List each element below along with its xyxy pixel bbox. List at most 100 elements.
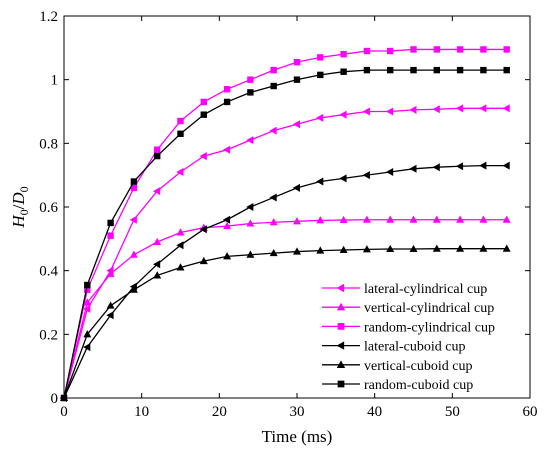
x-tick-label: 50 xyxy=(445,404,460,420)
y-axis: 0 0.2 0.4 0.6 0.8 1 1.2 xyxy=(39,9,530,407)
data-point xyxy=(456,244,465,252)
data-point xyxy=(153,187,161,196)
data-point xyxy=(410,46,417,53)
data-point xyxy=(456,215,465,223)
x-tick-label: 0 xyxy=(60,404,68,420)
data-point xyxy=(130,178,138,185)
data-point xyxy=(455,104,464,113)
data-point xyxy=(480,66,487,74)
data-point xyxy=(455,162,464,171)
y-tick-label: 1.2 xyxy=(39,9,58,25)
series-line xyxy=(63,48,507,399)
legend-marker xyxy=(336,302,346,311)
data-point xyxy=(106,311,114,320)
data-point xyxy=(199,225,207,234)
data-point xyxy=(432,105,440,114)
data-point xyxy=(83,343,91,352)
data-point xyxy=(270,66,277,74)
data-point xyxy=(200,111,207,118)
data-point xyxy=(340,51,347,58)
legend-marker xyxy=(336,283,345,293)
data-point xyxy=(316,113,324,122)
series-line xyxy=(63,164,507,399)
data-point xyxy=(317,54,324,61)
y-axis-title-sep: / xyxy=(9,204,28,209)
series-line xyxy=(63,248,507,399)
data-point xyxy=(339,174,347,183)
legend-item: lateral-cuboid cup xyxy=(322,340,465,355)
data-point xyxy=(409,244,418,253)
data-point xyxy=(177,117,184,125)
data-point xyxy=(269,126,277,135)
data-point xyxy=(339,245,348,253)
series-line xyxy=(63,219,507,399)
series-lateral-cylindrical-cup xyxy=(59,104,510,402)
x-axis-title: Time (ms) xyxy=(262,427,333,446)
data-point xyxy=(223,221,232,230)
x-tick-label: 10 xyxy=(134,404,149,420)
data-point xyxy=(176,167,184,176)
data-point xyxy=(362,245,371,253)
data-point xyxy=(479,215,488,223)
data-point xyxy=(386,107,394,116)
data-point xyxy=(409,105,417,114)
legend-item: vertical-cuboid cup xyxy=(322,359,472,374)
legend-label: lateral-cylindrical cup xyxy=(364,282,487,297)
data-point xyxy=(386,215,395,223)
x-tick-label: 60 xyxy=(523,404,538,420)
legend-item: random-cuboid cup xyxy=(322,378,473,393)
data-point xyxy=(269,248,278,257)
data-point xyxy=(317,71,324,79)
data-point xyxy=(410,66,417,74)
data-point xyxy=(223,252,232,260)
data-point xyxy=(362,171,370,180)
y-tick-label: 0.6 xyxy=(39,200,58,216)
data-point xyxy=(153,260,161,269)
data-point xyxy=(292,183,300,192)
data-point xyxy=(386,167,394,176)
y-axis-title-d: D xyxy=(9,192,28,206)
legend-marker xyxy=(336,341,345,350)
data-point xyxy=(223,86,231,93)
data-point xyxy=(479,161,487,170)
x-axis: 0 10 20 30 40 50 60 xyxy=(60,16,538,420)
data-point xyxy=(246,203,254,211)
legend-label: vertical-cuboid cup xyxy=(364,359,472,374)
data-point xyxy=(479,104,487,113)
data-point xyxy=(129,250,138,258)
x-tick-label: 20 xyxy=(212,404,227,420)
data-point xyxy=(153,271,162,279)
data-point xyxy=(362,107,370,116)
data-point xyxy=(316,216,325,224)
data-point xyxy=(60,394,68,402)
data-point xyxy=(269,218,278,226)
data-point xyxy=(386,244,395,253)
data-point xyxy=(84,286,91,293)
data-point xyxy=(316,246,325,254)
data-point xyxy=(83,330,92,338)
data-point xyxy=(270,82,277,90)
series-layer xyxy=(59,46,511,402)
data-point xyxy=(480,46,487,53)
data-point xyxy=(247,89,254,96)
y-tick-label: 0.8 xyxy=(39,136,58,152)
data-point xyxy=(83,304,91,313)
data-point xyxy=(154,146,161,153)
data-point xyxy=(387,47,394,55)
data-point xyxy=(502,161,510,170)
legend-label: lateral-cuboid cup xyxy=(364,340,465,355)
data-point xyxy=(199,256,208,265)
data-point xyxy=(130,184,138,192)
data-point xyxy=(222,215,231,224)
data-point xyxy=(246,136,254,145)
data-point xyxy=(129,215,137,224)
data-point xyxy=(106,269,115,277)
data-point xyxy=(154,152,161,160)
data-point xyxy=(456,46,464,53)
data-point xyxy=(199,152,207,161)
data-point xyxy=(503,66,510,74)
data-point xyxy=(177,130,184,137)
data-point xyxy=(84,281,91,289)
